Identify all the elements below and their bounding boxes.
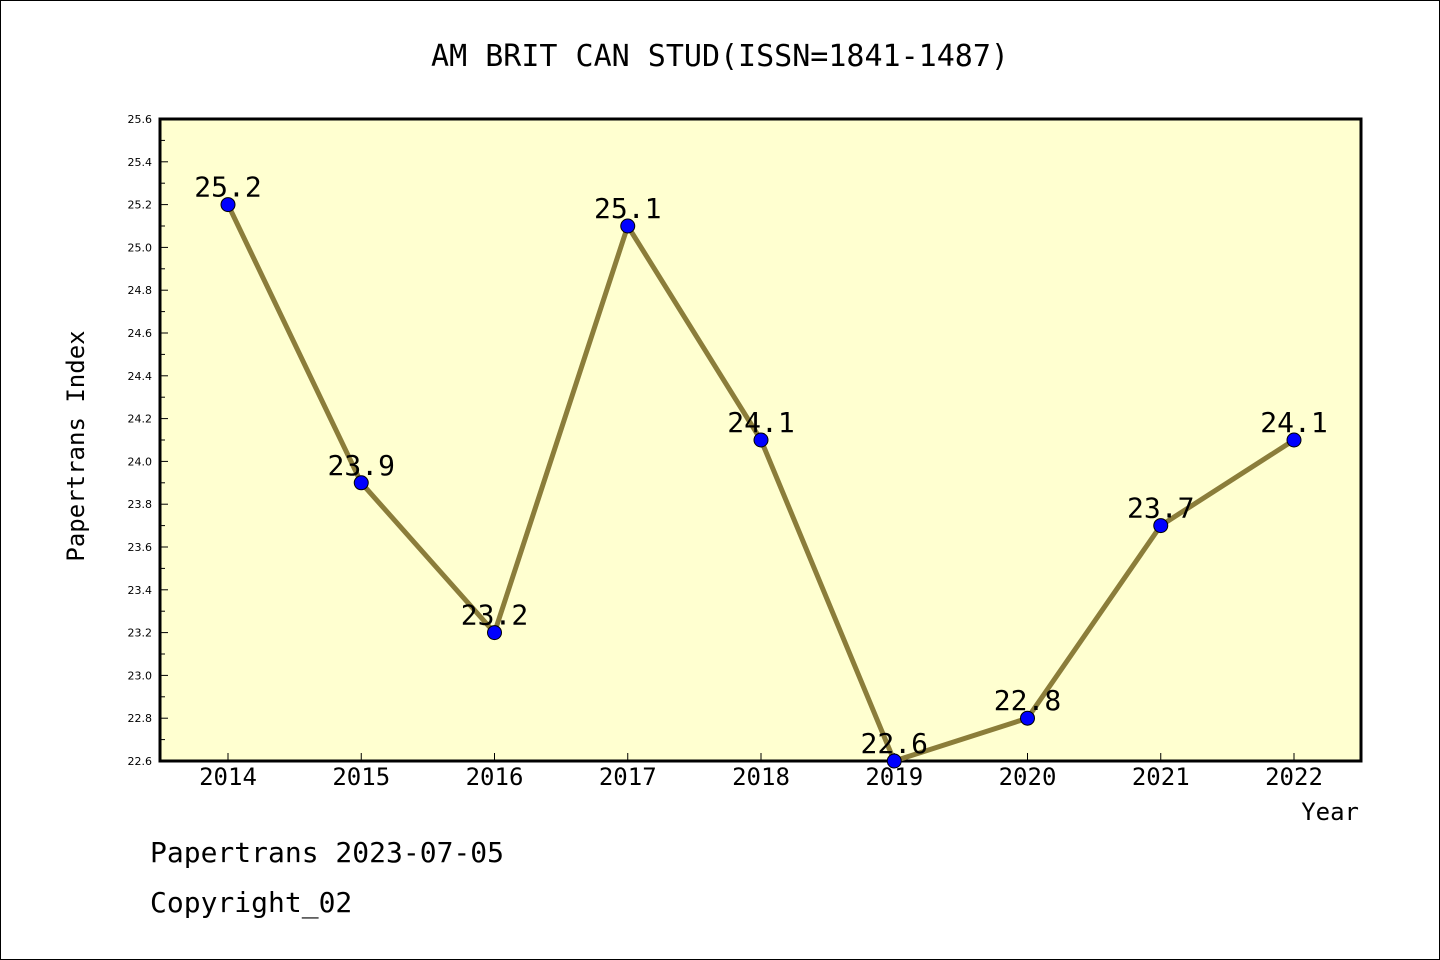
y-tick-label: 23.8 [128,498,153,511]
data-label: 23.7 [1127,492,1194,525]
y-tick-label: 23.2 [128,627,153,640]
x-tick-label: 2021 [1132,763,1190,791]
data-label: 25.1 [594,192,661,225]
y-tick-label: 24.2 [128,413,153,426]
y-tick-label: 22.8 [128,712,153,725]
y-tick-label: 23.0 [128,669,153,682]
y-tick-label: 24.0 [128,455,153,468]
series-markers [220,197,1302,769]
footer-date: Papertrans 2023-07-05 [150,836,505,869]
y-tick-label: 25.2 [128,199,153,212]
data-label: 22.8 [994,684,1061,717]
data-point [1286,432,1302,448]
x-tick-label: 2020 [999,763,1057,791]
y-axis-label: Papertrans Index [62,330,90,561]
data-labels: 25.2 23.9 23.2 25.1 24.1 22.6 22.8 23.7 24.1 [194,171,1327,760]
y-tick-label: 24.4 [128,370,153,383]
x-tick-label: 2017 [599,763,657,791]
data-label: 23.2 [461,599,528,632]
y-tick-label: 22.6 [128,755,153,768]
data-point [620,218,636,234]
data-point [220,197,236,213]
data-point [753,432,769,448]
data-point [1153,518,1169,534]
data-point [1020,710,1035,726]
x-tick-label: 2016 [466,763,524,791]
footer-copyright: Copyright_02 [150,886,353,919]
y-tick-label: 23.6 [128,541,153,554]
x-tick-label: 2018 [732,763,790,791]
data-point [886,753,902,769]
data-point [487,625,502,641]
data-label: 22.6 [861,727,928,760]
x-tick-label: 2014 [199,763,257,791]
data-point [353,475,369,491]
y-tick-label: 25.0 [128,241,153,254]
chart-title: AM BRIT CAN STUD(ISSN=1841-1487) [431,39,1009,74]
y-tick-label: 24.8 [128,284,153,297]
x-axis-label: Year [1301,798,1359,826]
y-tick-label: 24.6 [128,327,153,340]
y-tick-label: 25.4 [128,156,153,169]
data-label: 25.2 [194,171,261,204]
y-tick-label: 25.6 [128,113,153,126]
x-tick-label: 2022 [1265,763,1323,791]
data-label: 24.1 [727,406,794,439]
data-label: 24.1 [1260,406,1327,439]
x-tick-label: 2015 [332,763,390,791]
y-tick-label: 23.4 [128,584,153,597]
data-label: 23.9 [328,449,395,482]
y-axis-ticks: 22.6 22.8 23.0 23.2 23.4 23.6 23.8 24.0 24.2 24.4… [128,113,168,768]
x-axis-ticks: 2014 2015 2016 2017 2018 2019 2020 2021 2022 [199,753,1323,791]
